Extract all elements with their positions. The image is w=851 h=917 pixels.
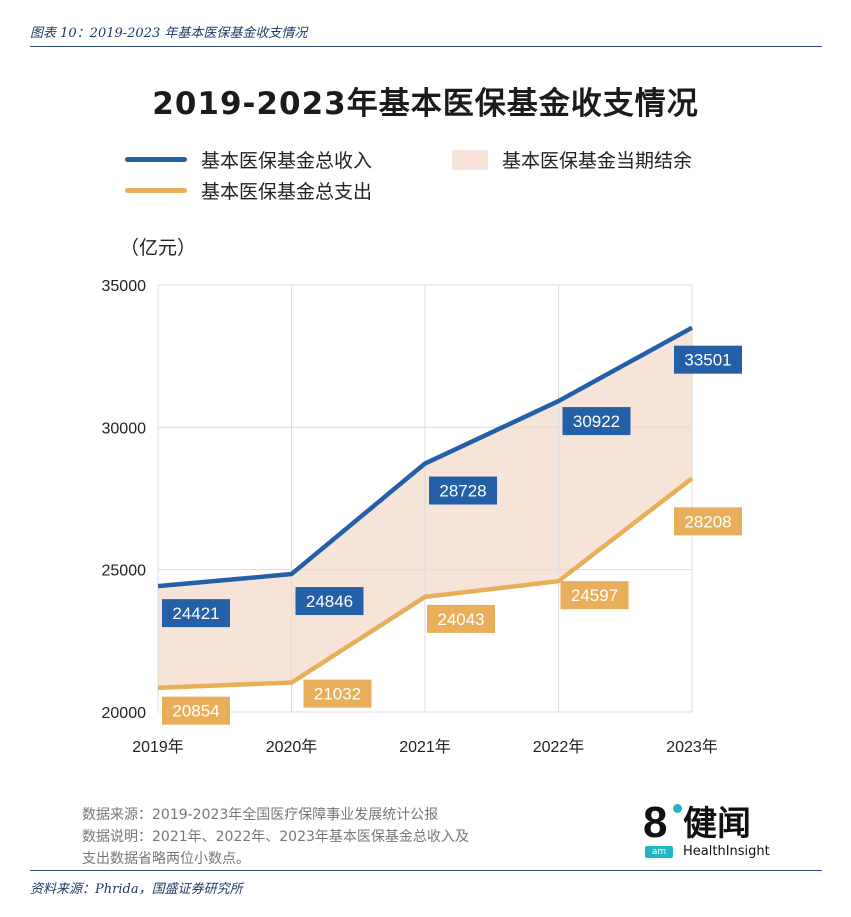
series-line-income [157,325,694,589]
y-tick-label-2: 30000 [102,420,147,437]
notes-line-3: 支出数据省略两位小数点。 [82,851,250,867]
expense-label-box-2 [427,604,495,633]
logo-english: HealthInsight [683,844,770,859]
x-tick-label-3: 2022年 [533,738,585,756]
expense-label-box-1 [303,679,372,708]
expense-data-label-2: 24043 [437,610,484,629]
income-label-box-4 [674,345,742,374]
figure-caption: 图表 10：2019-2023 年基本医保基金收支情况 [30,26,308,41]
x-tick-label-1: 2020年 [266,738,318,756]
y-tick-label-0: 20000 [102,705,147,722]
income-data-label-1: 24846 [306,592,353,611]
logo-name: 健闻 [683,804,751,844]
source-caption: 资料来源：Phrida，国盛证券研究所 [30,882,243,897]
expense-label-box-4 [674,507,742,536]
legend-expense-label: 基本医保基金总支出 [201,181,373,203]
income-label-box-1 [295,587,364,616]
chart-title: 2019-2023年基本医保基金收支情况 [152,86,699,122]
legend-balance-label: 基本医保基金当期结余 [502,150,693,172]
top-rule [30,46,822,47]
income-data-label-4: 33501 [684,351,731,370]
expense-data-label-0: 20854 [172,702,219,721]
income-label-box-3 [562,407,631,436]
notes-line-2: 数据说明：2021年、2022年、2023年基本医保基金总收入及 [82,829,469,845]
income-data-label-0: 24421 [172,604,219,623]
logo-badge: am [645,846,673,858]
x-tick-label-0: 2019年 [132,738,184,756]
notes-line-1: 数据来源：2019-2023年全国医疗保障事业发展统计公报 [82,807,439,823]
x-tick-label-2: 2021年 [399,738,451,756]
logo-dot-icon [673,804,682,813]
legend-balance: 基本医保基金当期结余 [452,146,692,173]
legend-expense: 基本医保基金总支出 [125,177,372,204]
legend-income-label: 基本医保基金总收入 [201,150,373,172]
series-line-expense [157,476,694,690]
income-data-label-2: 28728 [439,482,486,501]
expense-label-box-0 [162,696,230,725]
data-notes: 数据来源：2019-2023年全国医疗保障事业发展统计公报 数据说明：2021年… [82,804,469,870]
legend-income-line [125,157,187,162]
expense-label-box-3 [560,581,629,610]
expense-data-label-1: 21032 [314,685,361,704]
income-label-box-2 [429,476,497,505]
x-tick-label-4: 2023年 [666,738,718,756]
legend-income: 基本医保基金总收入 [125,146,372,173]
expense-data-label-4: 28208 [684,512,731,531]
y-unit-label: （亿元） [120,237,197,259]
expense-data-label-3: 24597 [571,586,618,605]
logo-digit: 8 [643,798,668,847]
legend-expense-line [125,188,187,193]
bottom-rule [30,870,822,871]
income-data-label-3: 30922 [573,412,620,431]
legend-balance-swatch [452,149,488,170]
healthinsight-logo: 8 健闻 am HealthInsight [643,800,783,862]
y-tick-label-3: 35000 [102,278,147,295]
y-tick-label-1: 25000 [102,563,147,580]
income-label-box-0 [162,599,230,628]
